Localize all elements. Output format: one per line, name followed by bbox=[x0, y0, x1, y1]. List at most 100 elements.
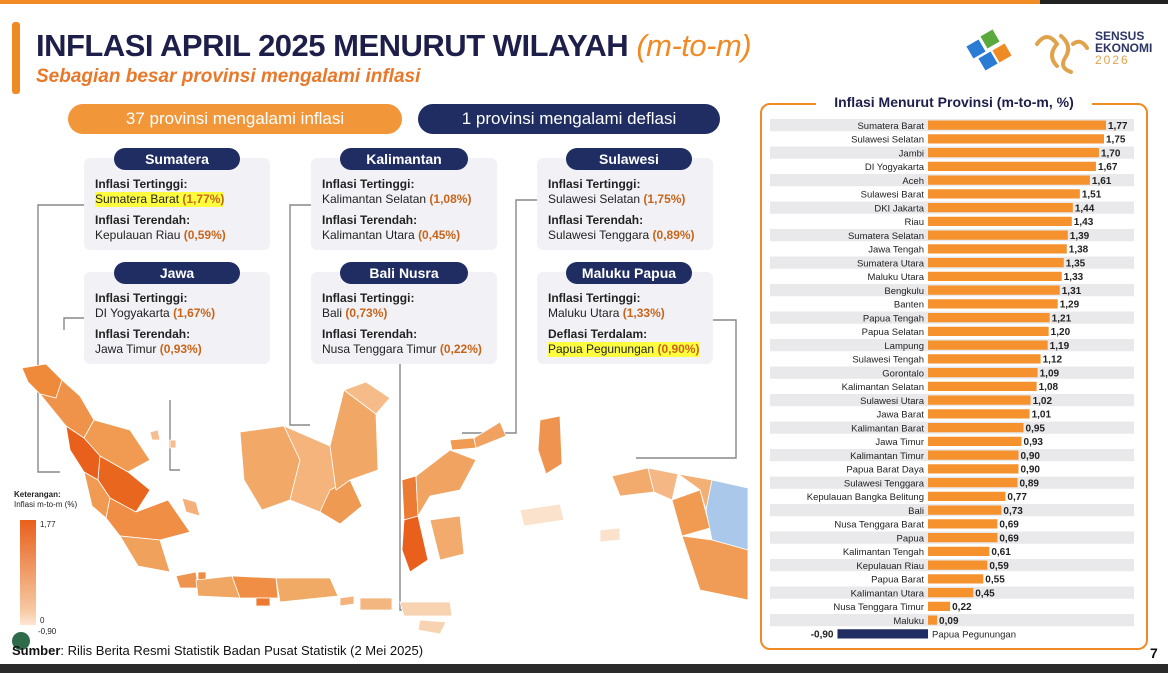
region-text-bali-nusra: Inflasi Tertinggi: Bali (0,73%) Inflasi Te… bbox=[322, 291, 482, 357]
value-label: 1,51 bbox=[1082, 190, 1102, 201]
bar bbox=[928, 285, 1060, 295]
high-province: Sumatera Barat bbox=[95, 192, 180, 206]
high-value: (1,75%) bbox=[643, 192, 686, 206]
bar bbox=[928, 340, 1048, 350]
region-card-bali-nusra bbox=[311, 272, 497, 364]
low-province: Kalimantan Utara bbox=[322, 228, 415, 242]
map-lampung bbox=[119, 535, 171, 573]
indonesia-map bbox=[21, 363, 749, 635]
value-label: 1,61 bbox=[1092, 176, 1112, 187]
page-title: INFLASI APRIL 2025 MENURUT WILAYAH (m-to… bbox=[36, 28, 752, 64]
category-label: Nusa Tenggara Timur bbox=[833, 602, 924, 613]
bar bbox=[928, 134, 1104, 144]
value-label: 1,19 bbox=[1050, 341, 1070, 352]
high-value: (1,67%) bbox=[173, 306, 216, 320]
legend-zero: 0 bbox=[40, 616, 45, 625]
legend-color-scale bbox=[20, 520, 36, 625]
low-value: (0,89%) bbox=[652, 228, 695, 242]
deflation-count-pill: 1 provinsi mengalami deflasi bbox=[418, 104, 720, 134]
value-label: 1,20 bbox=[1051, 327, 1071, 338]
value-label: 1,43 bbox=[1074, 217, 1094, 228]
map-banten bbox=[175, 571, 199, 589]
region-card-sulawesi bbox=[537, 158, 713, 250]
high-value: (1,33%) bbox=[622, 306, 665, 320]
region-header-sumatera: Sumatera bbox=[114, 148, 240, 170]
value-label: 1,70 bbox=[1101, 148, 1121, 159]
bar bbox=[928, 450, 1019, 460]
low-value: (0,45%) bbox=[418, 228, 461, 242]
value-label: 1,08 bbox=[1039, 382, 1059, 393]
region-text-jawa: Inflasi Tertinggi: DI Yogyakarta (1,67%) I… bbox=[95, 291, 215, 357]
region-text-maluku-papua: Inflasi Tertinggi: Maluku Utara (1,33%) De… bbox=[548, 291, 700, 357]
footer-bar bbox=[0, 664, 1168, 673]
title-main: INFLASI APRIL 2025 MENURUT WILAYAH bbox=[36, 28, 629, 63]
category-label: Jambi bbox=[899, 148, 924, 159]
region-header-kalimantan: Kalimantan bbox=[340, 148, 468, 170]
value-label: 1,38 bbox=[1069, 245, 1089, 256]
map-sulbar bbox=[401, 475, 419, 521]
category-label: Maluku Utara bbox=[868, 272, 925, 283]
bar bbox=[928, 505, 1002, 515]
value-label: 1,01 bbox=[1032, 410, 1052, 421]
high-label: Inflasi Tertinggi: bbox=[322, 291, 415, 305]
value-label: 0,90 bbox=[1021, 451, 1041, 462]
value-label: 1,02 bbox=[1033, 396, 1053, 407]
value-label: 0,77 bbox=[1007, 492, 1027, 503]
value-label: 0,22 bbox=[952, 602, 972, 613]
bar bbox=[928, 574, 984, 584]
region-text-kalimantan: Inflasi Tertinggi: Kalimantan Selatan (1,… bbox=[322, 177, 471, 243]
category-label: Papua Selatan bbox=[862, 327, 924, 338]
bar bbox=[928, 395, 1031, 405]
map-diy bbox=[255, 597, 271, 607]
bar bbox=[928, 120, 1106, 130]
bar bbox=[928, 148, 1099, 158]
bar bbox=[928, 313, 1050, 323]
region-header-maluku-papua: Maluku Papua bbox=[566, 262, 692, 284]
map-papua-barat bbox=[647, 467, 679, 501]
high-label: Inflasi Tertinggi: bbox=[95, 177, 188, 191]
value-label: 1,09 bbox=[1040, 368, 1060, 379]
category-label: Papua Pegunungan bbox=[932, 630, 1016, 641]
bar bbox=[928, 560, 988, 570]
map-jawa-tengah bbox=[231, 575, 279, 599]
value-label: 1,12 bbox=[1043, 355, 1063, 366]
category-label: Kepulauan Riau bbox=[856, 561, 924, 572]
map-ntb bbox=[359, 597, 393, 611]
category-label: Sumatera Selatan bbox=[848, 231, 924, 242]
map-kalut bbox=[343, 381, 391, 415]
category-label: Kepulauan Bangka Belitung bbox=[807, 492, 924, 503]
chart-title: Inflasi Menurut Provinsi (m-to-m, %) bbox=[816, 91, 1092, 113]
category-label: Kalimantan Utara bbox=[851, 588, 925, 599]
map-sulteng bbox=[415, 449, 477, 517]
category-label: Maluku bbox=[893, 616, 924, 627]
map-gorontalo bbox=[449, 437, 477, 451]
category-label: Papua Barat bbox=[871, 575, 924, 586]
low-province: Papua Pegunungan bbox=[548, 342, 655, 356]
bar bbox=[928, 354, 1041, 364]
high-label: Inflasi Tertinggi: bbox=[548, 177, 641, 191]
value-label: 0,55 bbox=[985, 575, 1005, 586]
low-label: Inflasi Terendah: bbox=[95, 213, 191, 227]
category-label: Sulawesi Selatan bbox=[851, 135, 924, 146]
map-maluku bbox=[519, 503, 621, 543]
category-label: Gorontalo bbox=[882, 368, 924, 379]
edit-icon[interactable] bbox=[12, 632, 30, 650]
category-label: Kalimantan Timur bbox=[850, 451, 924, 462]
category-label: Bali bbox=[908, 506, 924, 517]
value-label: 1,31 bbox=[1062, 286, 1082, 297]
bar bbox=[928, 244, 1067, 254]
category-label: Aceh bbox=[902, 176, 924, 187]
value-label: 0,73 bbox=[1003, 506, 1023, 517]
logo-line3: 2026 bbox=[1095, 53, 1130, 67]
value-label: 0,89 bbox=[1020, 478, 1040, 489]
low-province: Kepulauan Riau bbox=[95, 228, 181, 242]
top-accent-bar bbox=[0, 0, 1168, 4]
bar bbox=[928, 299, 1058, 309]
bar bbox=[928, 230, 1068, 240]
value-label: 0,45 bbox=[975, 588, 995, 599]
low-value: (0,90%) bbox=[657, 342, 700, 356]
low-label: Deflasi Terdalam: bbox=[548, 327, 648, 341]
source-note: Sumber: Rilis Berita Resmi Statistik Bad… bbox=[12, 643, 423, 658]
low-label: Inflasi Terendah: bbox=[322, 327, 418, 341]
bps-logo-icon bbox=[966, 29, 1089, 74]
